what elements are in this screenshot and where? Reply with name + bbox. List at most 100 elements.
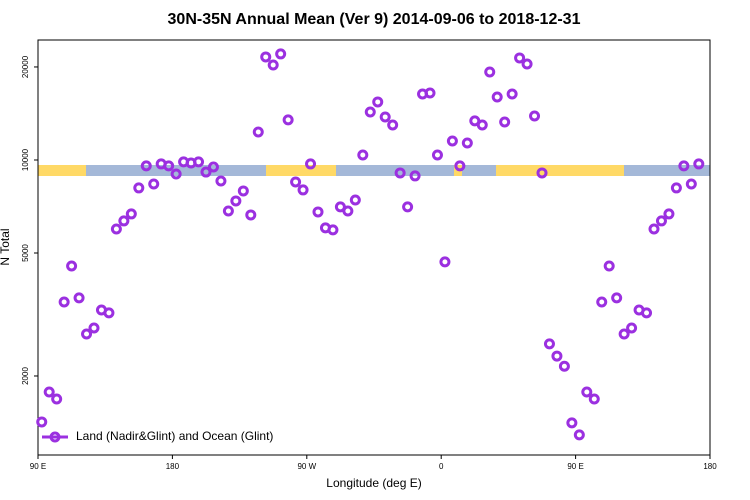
point: [372, 96, 384, 108]
chart-title: 30N-35N Annual Mean (Ver 9) 2014-09-06 t…: [168, 11, 581, 28]
point: [103, 307, 115, 319]
point: [282, 114, 294, 126]
point: [73, 292, 85, 304]
land-segment: [496, 165, 624, 176]
point: [394, 167, 406, 179]
point: [536, 167, 548, 179]
point: [439, 256, 451, 268]
point: [215, 175, 227, 187]
point: [678, 160, 690, 172]
point: [312, 206, 324, 218]
point: [611, 292, 623, 304]
point: [424, 87, 436, 99]
point: [461, 137, 473, 149]
point: [140, 160, 152, 172]
x-tick-label: 0: [439, 462, 444, 471]
ocean-segment: [336, 165, 454, 176]
y-tick-label: 20000: [21, 55, 30, 78]
point: [66, 260, 78, 272]
point: [648, 223, 660, 235]
point: [327, 224, 339, 236]
point: [685, 178, 697, 190]
land-ocean-band: [38, 165, 710, 176]
point: [125, 208, 137, 220]
point: [476, 119, 488, 131]
x-tick-label: 180: [703, 462, 717, 471]
point: [245, 209, 257, 221]
x-tick-label: 90 E: [567, 462, 583, 471]
point: [514, 52, 526, 64]
point: [663, 208, 675, 220]
point: [267, 59, 279, 71]
point: [207, 161, 219, 173]
point: [110, 223, 122, 235]
plot-frame: [37, 39, 711, 456]
point: [275, 48, 287, 60]
point: [596, 296, 608, 308]
point: [409, 170, 421, 182]
point: [387, 119, 399, 131]
point: [626, 322, 638, 334]
point: [88, 322, 100, 334]
ocean-segment: [462, 165, 496, 176]
point: [357, 149, 369, 161]
point: [349, 194, 361, 206]
point: [558, 360, 570, 372]
point: [252, 126, 264, 138]
legend-label: Land (Nadir&Glint) and Ocean (Glint): [76, 429, 273, 443]
y-axis-label: N Total: [0, 228, 12, 265]
point: [618, 328, 630, 340]
point: [364, 106, 376, 118]
point: [573, 429, 585, 441]
point: [58, 296, 70, 308]
point: [297, 184, 309, 196]
ocean-segment: [624, 165, 710, 176]
point: [499, 116, 511, 128]
x-axis-label: Longitude (deg E): [326, 476, 421, 490]
point: [588, 393, 600, 405]
point: [43, 386, 55, 398]
point: [305, 158, 317, 170]
point: [506, 88, 518, 100]
legend-marker: [49, 431, 61, 443]
x-tick-label: 90 E: [30, 462, 46, 471]
land-segment: [38, 165, 86, 176]
point: [655, 215, 667, 227]
y-tick-label: 5000: [21, 244, 30, 262]
point: [193, 156, 205, 168]
point: [402, 201, 414, 213]
y-tick-label: 2000: [21, 367, 30, 385]
point: [260, 51, 272, 63]
point: [230, 195, 242, 207]
point: [148, 178, 160, 190]
point: [566, 417, 578, 429]
point: [200, 166, 212, 178]
point: [581, 386, 593, 398]
point: [170, 168, 182, 180]
point: [431, 149, 443, 161]
point: [603, 260, 615, 272]
point: [51, 393, 63, 405]
point: [521, 58, 533, 70]
point: [446, 135, 458, 147]
point: [543, 338, 555, 350]
point: [290, 176, 302, 188]
point: [133, 182, 145, 194]
point: [237, 185, 249, 197]
point: [342, 205, 354, 217]
x-tick-label: 180: [166, 462, 180, 471]
point: [379, 111, 391, 123]
point: [484, 66, 496, 78]
point: [529, 110, 541, 122]
point: [551, 350, 563, 362]
point: [118, 215, 130, 227]
point: [670, 182, 682, 194]
point: [163, 160, 175, 172]
point: [81, 328, 93, 340]
point: [36, 416, 48, 428]
land-segment: [266, 165, 336, 176]
point: [491, 91, 503, 103]
point: [222, 205, 234, 217]
y-tick-label: 10000: [21, 148, 30, 171]
